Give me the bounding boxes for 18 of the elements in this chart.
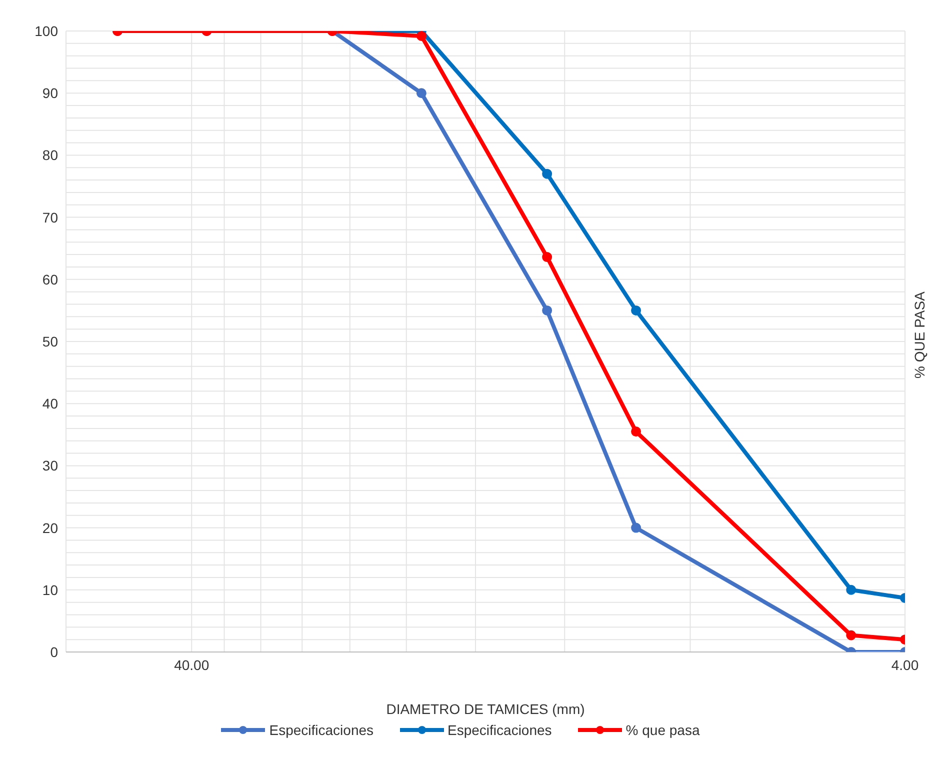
y-tick-label: 20 bbox=[42, 520, 58, 536]
y-tick-label: 50 bbox=[42, 333, 58, 350]
x-tick-label: 4.00 bbox=[891, 656, 919, 673]
legend-label: Especificaciones bbox=[269, 722, 374, 738]
x-tick-label: 40.00 bbox=[174, 656, 210, 673]
y-tick-label: 0 bbox=[50, 644, 58, 660]
y-tick-label: 10 bbox=[42, 582, 58, 598]
y-axis-title: % QUE PASA bbox=[911, 292, 928, 378]
legend-label: Especificaciones bbox=[448, 722, 552, 738]
y-tick-label: 80 bbox=[42, 147, 58, 164]
y-tick-label: 40 bbox=[42, 396, 58, 412]
y-tick-label: 90 bbox=[42, 85, 58, 102]
legend-label: % que pasa bbox=[626, 722, 700, 738]
y-tick-label: 70 bbox=[42, 209, 58, 226]
y-tick-label: 60 bbox=[42, 271, 58, 288]
x-axis-title: DIAMETRO DE TAMICES (mm) bbox=[386, 701, 585, 717]
y-tick-label: 30 bbox=[42, 458, 58, 474]
y-tick-label: 100 bbox=[34, 22, 58, 39]
